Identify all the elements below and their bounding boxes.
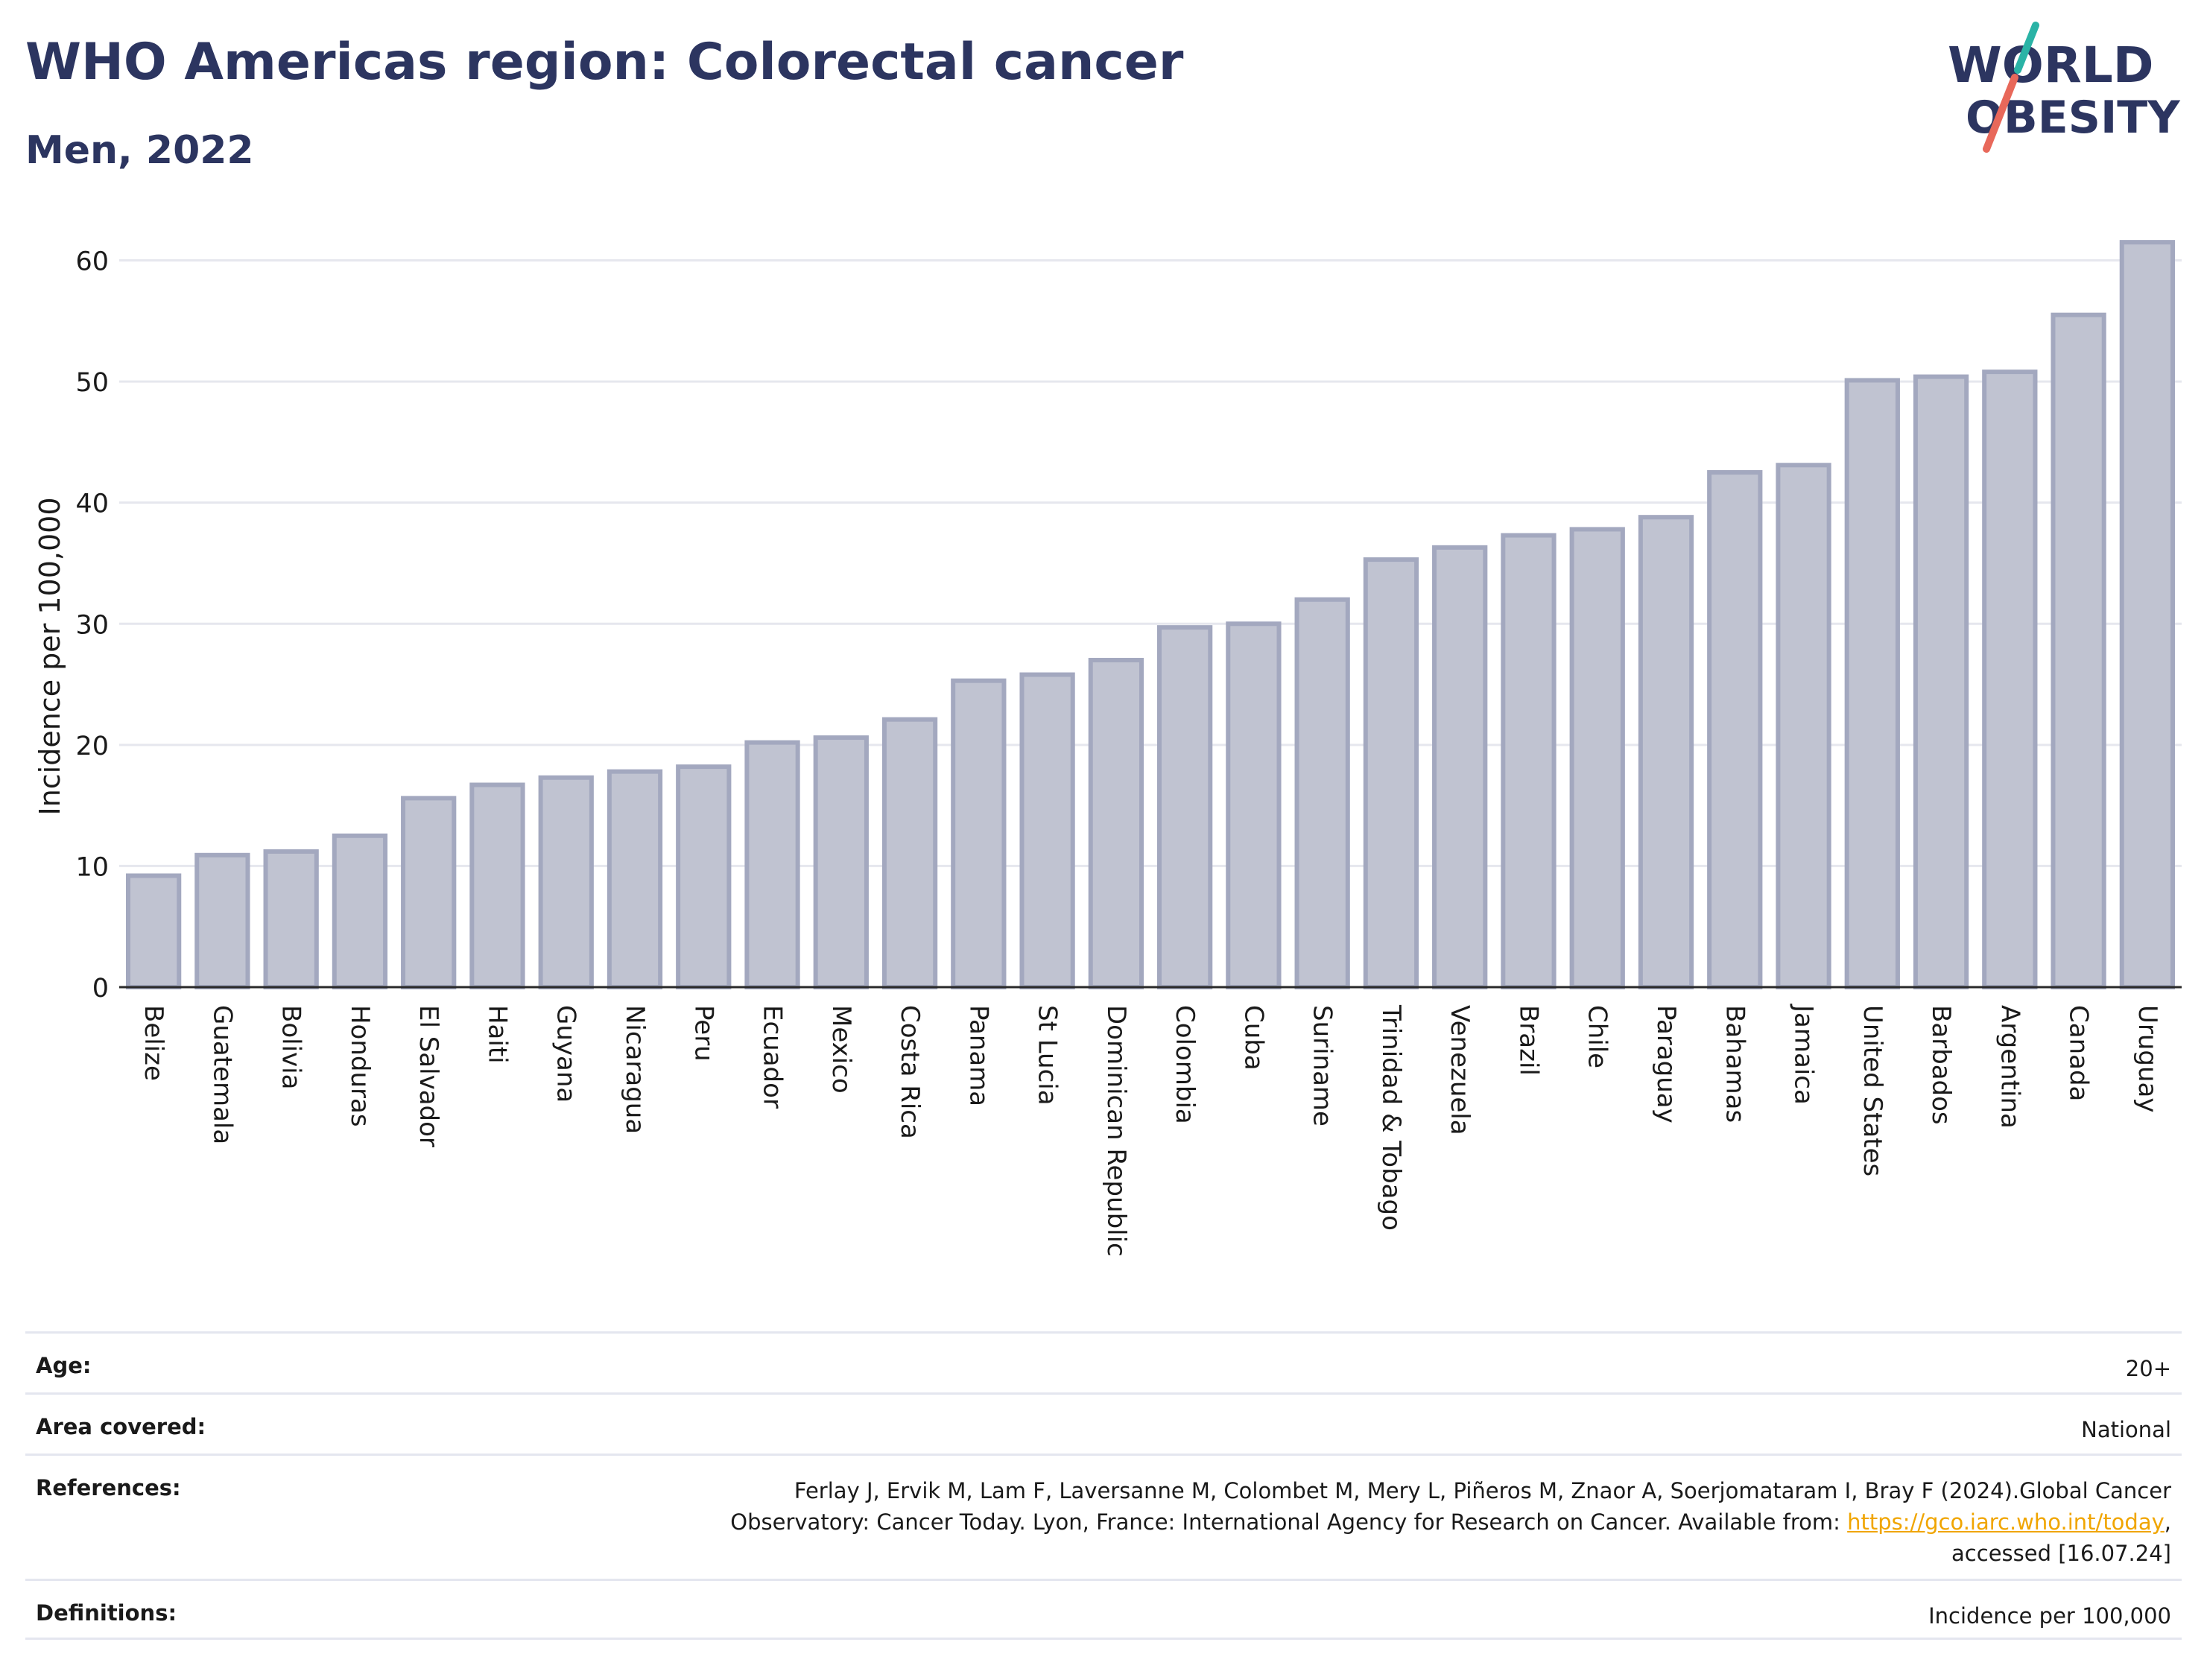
x-tick-label: Bahamas [1720,1005,1749,1123]
bar-cuba [1226,621,1282,989]
meta-row-area: Area covered: National [25,1392,2182,1454]
x-tick-label: Venezuela [1445,1005,1475,1135]
x-tick-label: Mexico [826,1005,856,1094]
bars [125,240,2176,990]
bar-dominican-republic [1088,658,1144,990]
references-line-2: Observatory: Cancer Today. Lyon, France:… [730,1509,1848,1535]
bar-peru [676,764,732,990]
x-tick-label: Costa Rica [895,1005,925,1139]
meta-row-references: References: Ferlay J, Ervik M, Lam F, La… [25,1454,2182,1579]
x-tick-label: Barbados [1926,1005,1956,1125]
x-tick-label: Trinidad & Tobago [1376,1004,1406,1231]
bar-honduras [332,833,388,989]
bar-argentina [1982,370,2038,989]
y-tick-label: 20 [75,732,109,761]
references-line-2-end: , [2164,1509,2171,1535]
bar-trinidad-tobago [1363,557,1419,989]
age-label: Age: [36,1353,92,1378]
x-tick-label: Guyana [551,1005,581,1103]
bar-chart: 0 10 20 30 40 50 60 Belize Guatemala Bolivia Hond… [34,240,2182,1257]
meta-row-age: Age: 20+ [25,1331,2182,1392]
x-tick-label: Honduras [345,1005,375,1127]
x-tick-label: Jamaica [1789,1004,1819,1105]
y-tick-label: 50 [75,368,109,398]
bar-barbados [1913,374,1969,989]
bar-costa-rica [881,717,938,989]
chart-title: WHO Americas region: Colorectal cancer [25,33,1184,92]
bar-suriname [1294,597,1350,989]
bar-panama [951,678,1007,989]
x-tick-label: Argentina [1995,1005,2024,1129]
metadata-table: Age: 20+ Area covered: National Referenc… [25,1331,2182,1640]
references-label: References: [36,1475,181,1500]
x-tick-label: Suriname [1308,1005,1337,1126]
bar-guatemala [194,852,250,990]
references-value: Ferlay J, Ervik M, Lam F, Laversanne M, … [730,1475,2171,1569]
bar-paraguay [1638,515,1694,989]
x-tick-label: Nicaragua [620,1005,650,1134]
bar-el-salvador [401,796,457,989]
bar-canada [2051,312,2106,989]
bar-bolivia [263,849,319,989]
x-tick-label: Brazil [1513,1005,1543,1076]
x-axis-ticks: Belize Guatemala Bolivia Honduras El Salvado… [139,1004,2162,1257]
y-axis-ticks: 0 10 20 30 40 50 60 [75,247,109,1004]
bar-uruguay [2119,240,2176,989]
y-tick-label: 30 [75,610,109,640]
x-tick-label: El Salvador [414,1005,443,1147]
area-covered-label: Area covered: [36,1414,206,1439]
area-covered-value: National [2081,1417,2171,1442]
bar-venezuela [1432,545,1488,989]
y-tick-label: 40 [75,489,109,519]
x-tick-label: Ecuador [758,1005,788,1109]
x-tick-label: Paraguay [1651,1005,1681,1123]
x-tick-label: Haiti [482,1005,512,1064]
bar-brazil [1501,533,1557,989]
x-tick-label: Bolivia [276,1005,306,1089]
bar-bahamas [1707,470,1763,989]
references-line-3: accessed [16.07.24] [1951,1541,2171,1566]
bar-chile [1569,527,1625,989]
bar-ecuador [744,740,800,989]
y-tick-label: 60 [75,247,109,277]
logo-slash-bottom [1983,74,2018,153]
bar-jamaica [1776,463,1831,989]
bar-mexico [813,735,869,989]
x-tick-label: Colombia [1170,1005,1200,1124]
definitions-value: Incidence per 100,000 [1928,1603,2171,1629]
x-tick-label: Belize [139,1005,168,1081]
x-tick-label: Cuba [1238,1005,1268,1071]
logo-word-world: WORLD [1948,37,2154,94]
age-value: 20+ [2125,1356,2171,1381]
bar-belize [125,873,182,989]
x-tick-label: Panama [963,1005,993,1106]
references-link[interactable]: https://gco.iarc.who.int/today [1847,1509,2165,1535]
bar-colombia [1156,625,1213,989]
chart-subtitle: Men, 2022 [25,128,254,173]
x-tick-label: Peru [688,1005,718,1062]
bar-united-states [1844,378,1900,990]
x-tick-label: Chile [1583,1005,1612,1068]
definitions-label: Definitions: [36,1600,177,1626]
x-tick-label: Guatemala [207,1005,237,1144]
bar-st-lucia [1019,672,1075,989]
x-tick-label: Dominican Republic [1101,1005,1131,1257]
meta-row-definitions: Definitions: Incidence per 100,000 [25,1579,2182,1640]
world-obesity-logo: WORLD OBESITY [1948,22,2181,153]
bar-guyana [538,775,594,989]
y-tick-label: 10 [75,852,109,882]
y-tick-label: 0 [92,974,109,1004]
x-tick-label: Uruguay [2132,1005,2162,1113]
x-tick-label: United States [1858,1005,1887,1176]
references-line-1: Ferlay J, Ervik M, Lam F, Laversanne M, … [794,1478,2171,1503]
bar-haiti [469,782,525,990]
gridlines [119,259,2182,867]
logo-slash-top [2014,22,2039,74]
x-tick-label: St Lucia [1033,1005,1063,1106]
bar-nicaragua [607,769,663,989]
y-axis-title: Incidence per 100,000 [34,497,66,815]
x-tick-label: Canada [2064,1005,2094,1101]
